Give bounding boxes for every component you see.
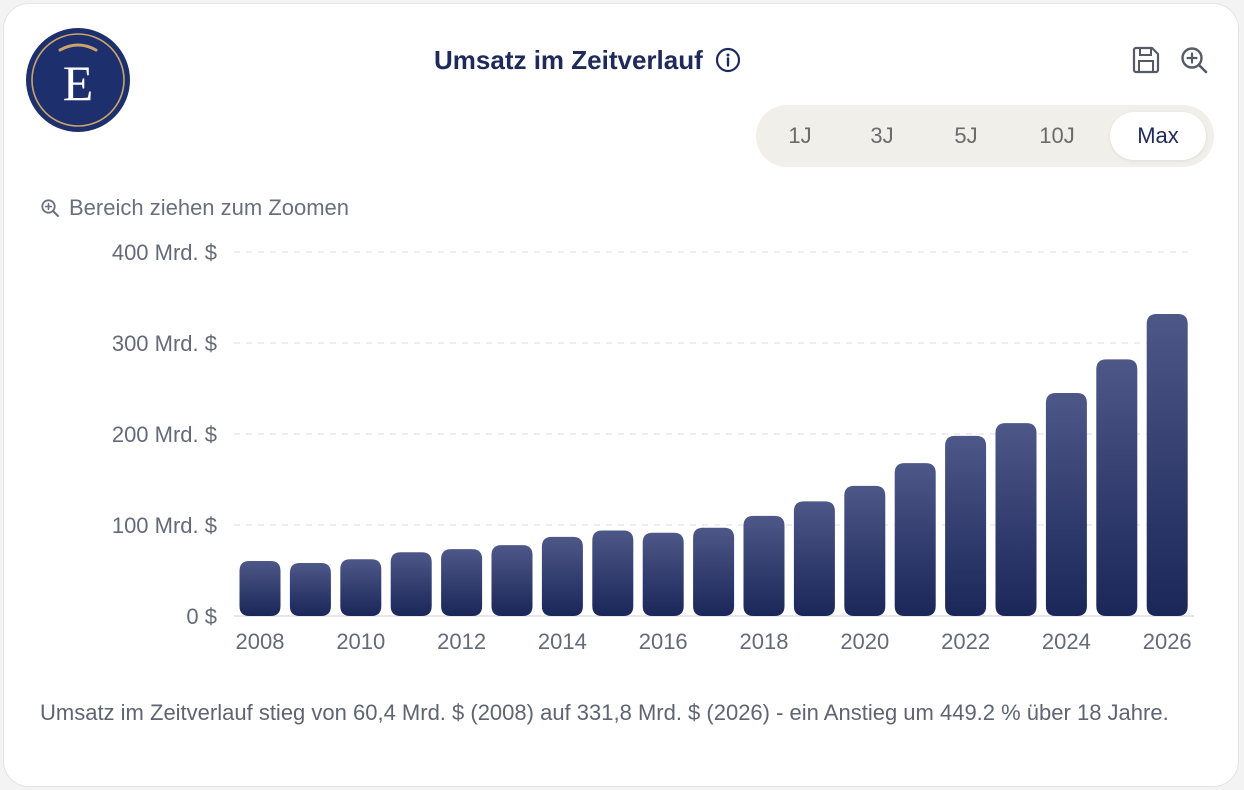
x-tick-label: 2010 (336, 629, 385, 654)
x-tick-label: 2008 (236, 629, 285, 654)
y-tick-label: 100 Mrd. $ (112, 513, 217, 538)
bar-2023[interactable] (995, 423, 1037, 616)
title-area: Umsatz im Zeitverlauf (434, 42, 741, 78)
info-icon[interactable] (715, 47, 741, 73)
time-range-selector: 1J 3J 5J 10J Max (756, 105, 1214, 167)
range-option-5j[interactable]: 5J (954, 123, 978, 148)
bar-2017[interactable] (693, 527, 735, 616)
chart-card: E Umsatz im Zeitverlauf 1J 3J 5J (3, 3, 1239, 787)
zoom-in-icon[interactable] (1178, 44, 1210, 76)
bar-2021[interactable] (894, 463, 936, 616)
y-tick-label: 200 Mrd. $ (112, 422, 217, 447)
range-option-3j[interactable]: 3J (870, 123, 894, 148)
range-option-max[interactable]: Max (1110, 112, 1206, 160)
bar-2020[interactable] (844, 485, 886, 616)
logo-letter: E (62, 55, 94, 111)
y-tick-label: 0 $ (186, 604, 217, 629)
revenue-bar-chart[interactable]: 0 $ 100 Mrd. $ 200 Mrd. $ 300 Mrd. $ 400 Mrd… (4, 4, 1240, 684)
y-tick-label: 400 Mrd. $ (112, 240, 217, 265)
chart-title: Umsatz im Zeitverlauf (434, 44, 703, 75)
zoom-hint-text: Bereich ziehen zum Zoomen (69, 195, 350, 220)
zoom-hint-icon (41, 199, 59, 217)
bar-2026[interactable] (1146, 314, 1188, 616)
bar-2009[interactable] (289, 562, 331, 616)
bar-2016[interactable] (642, 532, 684, 616)
bar-2022[interactable] (945, 435, 987, 616)
range-option-1j[interactable]: 1J (788, 123, 812, 148)
x-tick-label: 2020 (840, 629, 889, 654)
x-tick-label: 2016 (639, 629, 688, 654)
x-tick-label: 2022 (941, 629, 990, 654)
x-tick-label: 2014 (538, 629, 587, 654)
chart-summary: Umsatz im Zeitverlauf stieg von 60,4 Mrd… (40, 700, 1169, 725)
bar-2012[interactable] (441, 549, 483, 616)
x-tick-label: 2026 (1143, 629, 1192, 654)
bar-2008[interactable] (239, 561, 281, 616)
logo-ring-icon (31, 33, 125, 127)
company-logo: E (26, 28, 130, 132)
floppy-disk-icon[interactable] (1130, 44, 1162, 76)
zoom-hint: Bereich ziehen zum Zoomen (40, 194, 349, 222)
x-tick-label: 2024 (1042, 629, 1091, 654)
bar-2010[interactable] (340, 559, 382, 616)
bar-2024[interactable] (1045, 393, 1087, 616)
bar-2013[interactable] (491, 545, 533, 616)
y-tick-label: 300 Mrd. $ (112, 331, 217, 356)
range-option-10j[interactable]: 10J (1039, 123, 1075, 148)
bar-2025[interactable] (1096, 359, 1138, 616)
bar-2018[interactable] (743, 515, 785, 616)
x-tick-label: 2018 (740, 629, 789, 654)
bar-2015[interactable] (592, 530, 634, 616)
bar-2014[interactable] (541, 536, 583, 616)
x-tick-label: 2012 (437, 629, 486, 654)
bar-2011[interactable] (390, 552, 432, 616)
bar-2019[interactable] (793, 501, 835, 616)
